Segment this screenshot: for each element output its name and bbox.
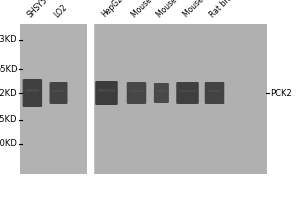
FancyBboxPatch shape — [208, 90, 221, 92]
FancyBboxPatch shape — [98, 89, 115, 92]
Text: HepG2: HepG2 — [100, 0, 125, 19]
FancyBboxPatch shape — [95, 81, 118, 105]
Text: 130KD: 130KD — [0, 140, 17, 148]
Text: Mouse testis: Mouse testis — [130, 0, 171, 19]
Text: 55KD: 55KD — [0, 64, 17, 73]
Text: SHSY5Y: SHSY5Y — [26, 0, 53, 19]
FancyBboxPatch shape — [176, 82, 199, 104]
FancyBboxPatch shape — [179, 90, 196, 92]
Text: LO2: LO2 — [52, 2, 69, 19]
FancyBboxPatch shape — [92, 24, 267, 174]
FancyBboxPatch shape — [26, 89, 39, 92]
Text: Mouse brain: Mouse brain — [155, 0, 195, 19]
Text: 72KD: 72KD — [0, 88, 17, 98]
FancyBboxPatch shape — [52, 90, 64, 92]
Text: Rat brain: Rat brain — [208, 0, 240, 19]
FancyBboxPatch shape — [157, 90, 166, 92]
Text: 43KD: 43KD — [0, 36, 17, 45]
FancyBboxPatch shape — [127, 82, 146, 104]
Text: PCK2: PCK2 — [271, 88, 292, 98]
FancyBboxPatch shape — [205, 82, 224, 104]
FancyBboxPatch shape — [50, 82, 68, 104]
FancyBboxPatch shape — [130, 90, 143, 92]
FancyBboxPatch shape — [154, 83, 169, 103]
Text: Mouse kidney: Mouse kidney — [181, 0, 225, 19]
FancyBboxPatch shape — [20, 24, 87, 174]
Text: 95KD: 95KD — [0, 116, 17, 124]
FancyBboxPatch shape — [23, 79, 42, 107]
